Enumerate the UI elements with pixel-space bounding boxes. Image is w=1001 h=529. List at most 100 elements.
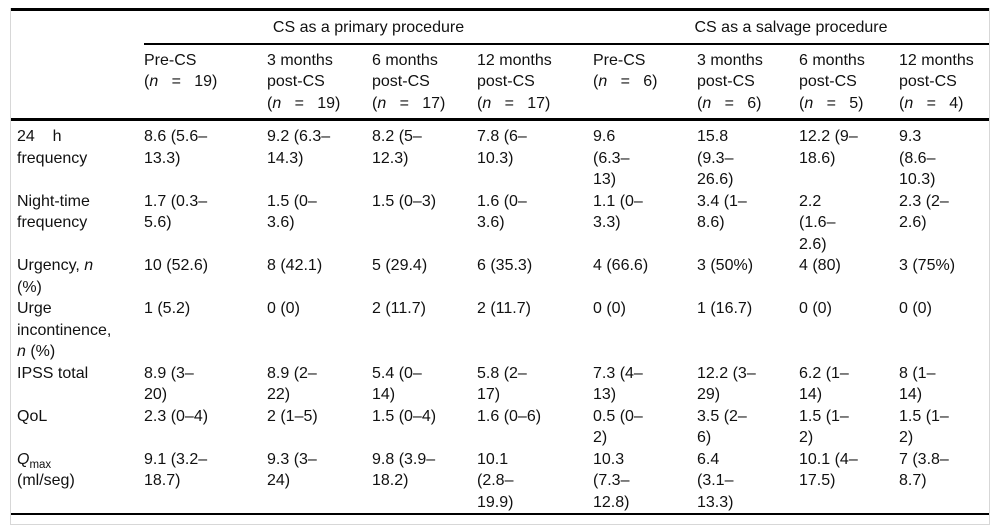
row-label: QoL — [17, 407, 48, 425]
data-cell: 1 (5.2) — [144, 300, 191, 317]
data-cell: 2 (1–5) — [267, 407, 318, 425]
data-cell: 5.4 (0– 14) — [372, 364, 422, 404]
column-header-line: 3 months — [267, 51, 333, 69]
data-cell: 1.7 (0.3– 5.6) — [144, 192, 208, 232]
data-cell: 1 (16.7) — [697, 300, 753, 317]
column-header-line: (n = 6) — [593, 73, 658, 90]
column-header: 6 months post-CS (n = 5) — [799, 43, 899, 121]
column-header-line: (n = 4) — [899, 94, 964, 112]
data-cell: 1.6 (0–6) — [477, 407, 542, 425]
header-stub-cell — [11, 43, 144, 121]
data-cell: 8.2 (5– 12.3) — [372, 128, 422, 167]
data-cell: 2.2 (1.6– 2.6) — [799, 192, 836, 253]
data-cell: 6.2 (1– 14) — [799, 364, 849, 404]
data-cell: 6.4 (3.1– 13.3) — [697, 450, 734, 511]
table-row: 24 h frequency 8.6 (5.6– 13.3) 9.2 (6.3– 1… — [11, 120, 989, 191]
data-cell: 0 (0) — [267, 300, 300, 317]
column-header-line: (n = 19) — [267, 94, 341, 112]
data-cell: 12.2 (9– 18.6) — [799, 128, 858, 167]
row-label: Urge incontinence, n (%) — [17, 300, 112, 360]
table-container: CS as a primary procedure CS as a salvage… — [10, 8, 990, 525]
column-header-row: Pre-CS (n = 19) 3 months post-CS (n = 19) 6 m… — [11, 43, 989, 121]
column-header-line: 12 months — [899, 51, 974, 69]
column-header: 12 months post-CS (n = 4) — [899, 43, 989, 121]
column-header-line: Pre-CS — [144, 51, 197, 69]
data-cell: 5.8 (2– 17) — [477, 364, 527, 404]
header-stub-cell — [11, 10, 144, 44]
column-header-line: 3 months — [697, 51, 763, 69]
data-cell: 10.1 (4– 17.5) — [799, 450, 858, 490]
column-header-line: (n = 19) — [144, 73, 218, 90]
column-header-line: (n = 6) — [697, 94, 762, 112]
table-row: Qmax (ml/seg) 9.1 (3.2– 18.7) 9.3 (3– 24) 9… — [11, 449, 989, 515]
data-cell: 7.3 (4– 13) — [593, 364, 643, 404]
data-cell: 8.6 (5.6– 13.3) — [144, 128, 208, 167]
data-cell: 9.6 (6.3– 13) — [593, 128, 630, 188]
data-cell: 15.8 (9.3– 26.6) — [697, 128, 734, 188]
column-header: Pre-CS (n = 19) — [144, 43, 267, 121]
table-row: QoL 2.3 (0–4) 2 (1–5) 1.5 (0–4) 1.6 (0–6) 0.5… — [11, 406, 989, 449]
row-label: Urgency, n (%) — [17, 257, 94, 296]
data-cell: 3.4 (1– 8.6) — [697, 192, 747, 232]
data-cell: 0 (0) — [899, 300, 932, 317]
data-cell: 9.3 (3– 24) — [267, 450, 317, 490]
data-cell: 8.9 (2– 22) — [267, 364, 317, 404]
row-label: 24 h frequency — [17, 128, 88, 167]
table-row: IPSS total 8.9 (3– 20) 8.9 (2– 22) 5.4 (0– … — [11, 363, 989, 406]
data-cell: 1.6 (0– 3.6) — [477, 192, 527, 232]
outcomes-table: CS as a primary procedure CS as a salvage… — [11, 8, 989, 515]
column-header-line: post-CS — [799, 73, 857, 90]
data-cell: 7 (3.8– 8.7) — [899, 450, 949, 490]
data-cell: 5 (29.4) — [372, 257, 428, 274]
data-cell: 1.5 (1– 2) — [799, 407, 849, 447]
data-cell: 3.5 (2– 6) — [697, 407, 747, 447]
column-header-line: (n = 17) — [372, 94, 446, 112]
column-header-line: post-CS — [372, 73, 430, 90]
row-label: Night-time frequency — [17, 192, 90, 232]
column-header-line: post-CS — [477, 73, 535, 90]
column-header-line: post-CS — [267, 73, 325, 90]
data-cell: 2 (11.7) — [477, 300, 531, 317]
group-header-row: CS as a primary procedure CS as a salvage… — [11, 9, 989, 45]
column-header-line: 6 months — [372, 51, 438, 69]
column-header-line: post-CS — [697, 73, 755, 90]
data-cell: 10.3 (7.3– 12.8) — [593, 450, 630, 511]
data-cell: 2.3 (0–4) — [144, 407, 209, 425]
data-cell: 3 (50%) — [697, 257, 754, 274]
data-cell: 7.8 (6– 10.3) — [477, 128, 527, 167]
column-group-header: CS as a salvage procedure — [593, 9, 989, 45]
column-header: 3 months post-CS (n = 19) — [267, 43, 372, 121]
data-cell: 2 (11.7) — [372, 300, 426, 317]
table-row: Urge incontinence, n (%) 1 (5.2) 0 (0) 2 (1… — [11, 298, 989, 363]
column-header: Pre-CS (n = 6) — [593, 43, 697, 121]
table-header: CS as a primary procedure CS as a salvage… — [11, 9, 989, 121]
data-cell: 1.5 (0– 3.6) — [267, 192, 317, 232]
column-header-line: Pre-CS — [593, 51, 646, 69]
data-cell: 0 (0) — [799, 300, 832, 317]
data-cell: 1.5 (0–3) — [372, 192, 437, 210]
table-row: Urgency, n (%) 10 (52.6) 8 (42.1) 5 (29.4) 6… — [11, 255, 989, 298]
data-cell: 9.3 (8.6– 10.3) — [899, 128, 936, 188]
table-body: 24 h frequency 8.6 (5.6– 13.3) 9.2 (6.3– 1… — [11, 120, 989, 515]
column-header: 12 months post-CS (n = 17) — [477, 43, 593, 121]
column-header-line: 6 months — [799, 51, 865, 69]
data-cell: 1.5 (0–4) — [372, 407, 437, 425]
table-row: Night-time frequency 1.7 (0.3– 5.6) 1.5 (0… — [11, 191, 989, 256]
column-header-line: 12 months — [477, 51, 552, 69]
data-cell: 12.2 (3– 29) — [697, 364, 756, 404]
data-cell: 0 (0) — [593, 300, 626, 317]
data-cell: 8.9 (3– 20) — [144, 364, 194, 404]
column-header-line: (n = 5) — [799, 94, 864, 112]
column-header-line: (n = 17) — [477, 94, 551, 112]
data-cell: 9.2 (6.3– 14.3) — [267, 128, 331, 167]
data-cell: 3 (75%) — [899, 257, 956, 274]
data-cell: 10.1 (2.8– 19.9) — [477, 450, 514, 511]
data-cell: 9.8 (3.9– 18.2) — [372, 450, 436, 490]
data-cell: 2.3 (2– 2.6) — [899, 192, 949, 232]
data-cell: 0.5 (0– 2) — [593, 407, 643, 447]
column-header: 6 months post-CS (n = 17) — [372, 43, 477, 121]
column-group-header: CS as a primary procedure — [144, 9, 593, 45]
data-cell: 1.5 (1– 2) — [899, 407, 949, 447]
data-cell: 9.1 (3.2– 18.7) — [144, 450, 208, 490]
column-header: 3 months post-CS (n = 6) — [697, 43, 799, 121]
